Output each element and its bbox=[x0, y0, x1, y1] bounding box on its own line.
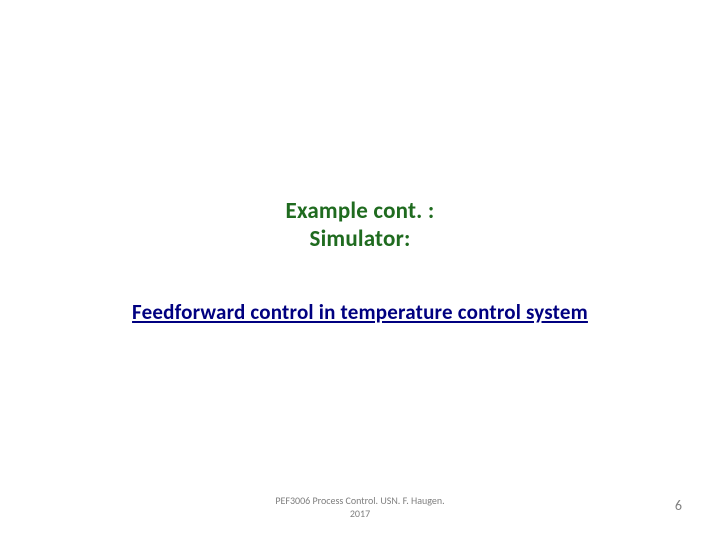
feedforward-link[interactable]: Feedforward control in temperature contr… bbox=[132, 299, 588, 325]
link-container: Feedforward control in temperature contr… bbox=[0, 299, 720, 325]
title-line-2: Simulator: bbox=[0, 225, 720, 253]
slide-title-block: Example cont. : Simulator: bbox=[0, 197, 720, 253]
title-line-1: Example cont. : bbox=[0, 197, 720, 225]
slide: Example cont. : Simulator: Feedforward c… bbox=[0, 0, 720, 540]
footer-line-1: PEF3006 Process Control. USN. F. Haugen. bbox=[0, 495, 720, 508]
footer-line-2: 2017 bbox=[0, 508, 720, 521]
page-number: 6 bbox=[675, 497, 682, 514]
footer: PEF3006 Process Control. USN. F. Haugen.… bbox=[0, 495, 720, 520]
